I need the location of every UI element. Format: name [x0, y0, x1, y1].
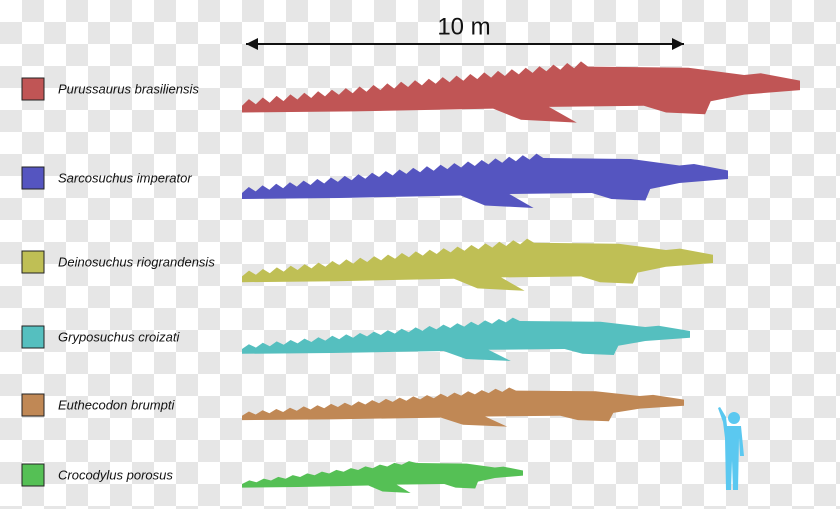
species-label: Purussaurus brasiliensis	[58, 81, 199, 96]
species-label: Crocodylus porosus	[58, 467, 173, 482]
scale-label: 10 m	[437, 13, 490, 40]
species-silhouette	[242, 61, 800, 123]
species-label: Euthecodon brumpti	[58, 397, 175, 412]
species-silhouette	[242, 387, 684, 427]
legend-swatch	[21, 166, 45, 190]
human	[718, 407, 744, 490]
species-silhouette	[242, 153, 728, 208]
species-label: Gryposuchus croizati	[58, 329, 180, 344]
species-label: Deinosuchus riograndensis	[58, 254, 215, 269]
legend-swatch	[21, 77, 45, 101]
species-silhouette	[242, 238, 713, 291]
legend-swatch	[21, 325, 45, 349]
species-label: Sarcosuchus imperator	[58, 170, 192, 185]
species-silhouette	[242, 317, 690, 361]
legend-swatch	[21, 463, 45, 487]
legend-swatch	[21, 393, 45, 417]
legend-swatch	[21, 250, 45, 274]
species-silhouette	[242, 461, 523, 493]
